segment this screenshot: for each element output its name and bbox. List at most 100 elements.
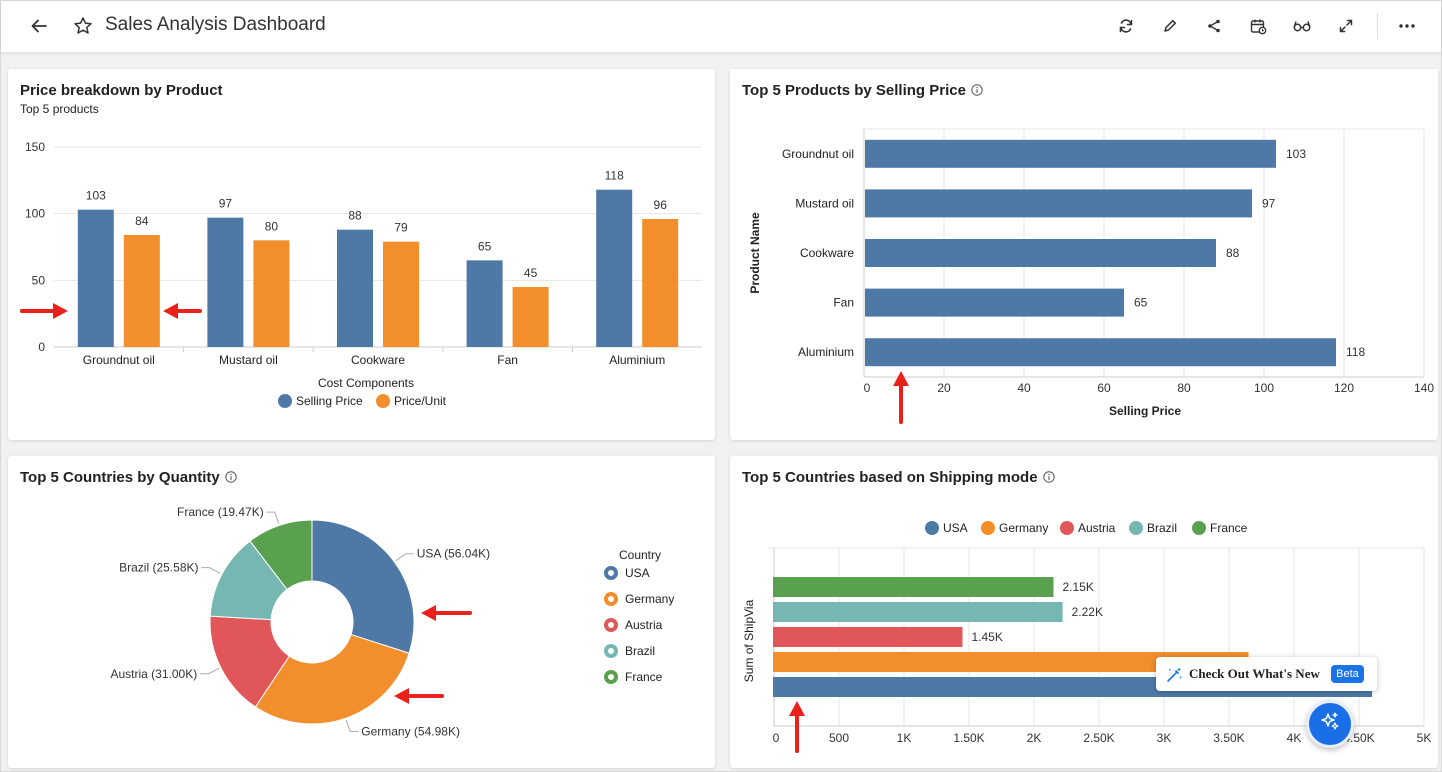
bar-selling-price-mustard-oil bbox=[207, 217, 244, 347]
legend-label: Austria bbox=[1078, 521, 1116, 535]
grouped-bar-chart: 0 50 100 150 103 84 Groundnut oil 97 80 Mustard o… bbox=[20, 140, 702, 408]
legend-label: Brazil bbox=[1147, 521, 1177, 535]
x-tick-label: Cookware bbox=[351, 353, 405, 367]
legend-swatch bbox=[981, 521, 995, 535]
data-label: 96 bbox=[654, 198, 668, 212]
legend-swatch bbox=[1129, 521, 1143, 535]
widget-title: Price breakdown by Product bbox=[20, 82, 223, 99]
annotation-arrowhead bbox=[893, 371, 909, 386]
data-label: 65 bbox=[1134, 296, 1148, 310]
slice-label: USA (56.04K) bbox=[417, 547, 490, 561]
beta-badge: Beta bbox=[1331, 665, 1364, 683]
view-glasses-icon[interactable] bbox=[1288, 12, 1316, 40]
x-tick-label: Aluminium bbox=[609, 353, 665, 367]
legend-swatch bbox=[604, 618, 618, 632]
top5-countries-quantity-widget: Top 5 Countries by Quantity USA (56.04K)… bbox=[8, 456, 715, 768]
dashboard-toolbar: Sales Analysis Dashboard bbox=[1, 1, 1441, 53]
magic-wand-icon bbox=[1166, 666, 1183, 688]
data-label: 65 bbox=[478, 239, 492, 253]
x-tick-label: 120 bbox=[1334, 381, 1354, 395]
x-tick-label: 0 bbox=[773, 731, 780, 745]
info-icon[interactable] bbox=[1042, 470, 1055, 487]
x-tick-label: 140 bbox=[1414, 381, 1434, 395]
legend-label: Germany bbox=[999, 521, 1048, 535]
bar-brazil bbox=[773, 602, 1063, 622]
data-label: 1.45K bbox=[972, 630, 1003, 644]
x-tick-label: 0 bbox=[864, 381, 871, 395]
legend-title: Country bbox=[619, 548, 661, 562]
y-tick-label: 0 bbox=[38, 340, 45, 354]
fullscreen-expand-icon[interactable] bbox=[1332, 12, 1360, 40]
legend-label: France bbox=[625, 670, 663, 684]
x-tick-label: Mustard oil bbox=[219, 353, 278, 367]
x-tick-label: 80 bbox=[1177, 381, 1191, 395]
bar-austria bbox=[773, 627, 963, 647]
y-tick-label: 150 bbox=[25, 140, 45, 154]
more-options-icon[interactable] bbox=[1393, 12, 1421, 40]
x-axis-title: Selling Price bbox=[1109, 404, 1181, 418]
share-icon[interactable] bbox=[1200, 12, 1228, 40]
leader-line bbox=[200, 667, 220, 675]
slice-label: France (19.47K) bbox=[177, 505, 264, 519]
legend-swatch bbox=[376, 394, 390, 408]
y-tick-label: 50 bbox=[32, 273, 46, 287]
top5-products-widget: Top 5 Products by Selling Price 0 20 40 60 8… bbox=[730, 69, 1438, 440]
x-tick-label: 20 bbox=[937, 381, 951, 395]
leader-line bbox=[201, 567, 221, 574]
bar-mustard-oil bbox=[865, 189, 1252, 218]
page-title: Sales Analysis Dashboard bbox=[105, 14, 326, 35]
legend-swatch bbox=[604, 644, 618, 658]
sparkle-icon bbox=[1318, 710, 1342, 739]
x-tick-label: 40 bbox=[1017, 381, 1031, 395]
data-label: 97 bbox=[1262, 196, 1276, 210]
x-tick-label: 2K bbox=[1027, 731, 1042, 745]
leader-line bbox=[395, 553, 414, 562]
leader-line bbox=[345, 720, 359, 733]
star-icon[interactable] bbox=[69, 12, 97, 40]
y-axis-title: Product Name bbox=[748, 212, 762, 294]
legend-label: USA bbox=[943, 521, 968, 535]
legend-swatch bbox=[604, 670, 618, 684]
legend-label: Price/Unit bbox=[394, 394, 447, 408]
legend-label: Brazil bbox=[625, 644, 655, 658]
bar-price-unit-aluminium bbox=[642, 219, 679, 347]
legend-swatch bbox=[1060, 521, 1074, 535]
legend-swatch bbox=[604, 566, 618, 580]
schedule-calendar-icon[interactable] bbox=[1244, 12, 1272, 40]
y-tick-label: Mustard oil bbox=[795, 196, 854, 210]
widget-title: Top 5 Countries by Quantity bbox=[20, 469, 220, 486]
back-arrow-icon[interactable] bbox=[25, 12, 53, 40]
legend-label: USA bbox=[625, 566, 650, 580]
x-tick-label: 5K bbox=[1417, 731, 1432, 745]
top5-shipping-widget: Top 5 Countries based on Shipping mode U… bbox=[730, 456, 1438, 768]
y-tick-label: Groundnut oil bbox=[782, 147, 854, 161]
legend-swatch bbox=[604, 592, 618, 606]
x-tick-label: Groundnut oil bbox=[83, 353, 155, 367]
legend-swatch bbox=[278, 394, 292, 408]
info-icon[interactable] bbox=[971, 83, 983, 100]
bar-fan bbox=[865, 288, 1124, 317]
slice-france bbox=[249, 519, 313, 591]
bar-price-unit-mustard-oil bbox=[253, 240, 290, 347]
refresh-icon[interactable] bbox=[1112, 12, 1140, 40]
legend-label: France bbox=[1210, 521, 1248, 535]
ai-assistant-button[interactable] bbox=[1306, 700, 1354, 748]
info-icon[interactable] bbox=[225, 470, 237, 487]
data-label: 2.22K bbox=[1072, 605, 1103, 619]
whats-new-popup[interactable]: Check Out What's New Beta bbox=[1156, 657, 1377, 691]
x-tick-label: 2.50K bbox=[1083, 731, 1114, 745]
edit-pencil-icon[interactable] bbox=[1156, 12, 1184, 40]
legend-label: Selling Price bbox=[296, 394, 363, 408]
bar-groundnut-oil bbox=[865, 139, 1276, 168]
data-label: 118 bbox=[1346, 345, 1365, 359]
annotation-arrowhead bbox=[789, 701, 805, 716]
y-tick-label: Cookware bbox=[800, 246, 854, 260]
data-label: 45 bbox=[524, 266, 538, 280]
leader-line bbox=[266, 511, 280, 524]
bar-selling-price-fan bbox=[466, 260, 503, 347]
slice-germany bbox=[254, 633, 410, 725]
bar-selling-price-groundnut-oil bbox=[77, 209, 114, 347]
legend-label: Germany bbox=[625, 592, 674, 606]
whats-new-label: Check Out What's New bbox=[1189, 666, 1320, 681]
data-label: 103 bbox=[1286, 147, 1306, 161]
